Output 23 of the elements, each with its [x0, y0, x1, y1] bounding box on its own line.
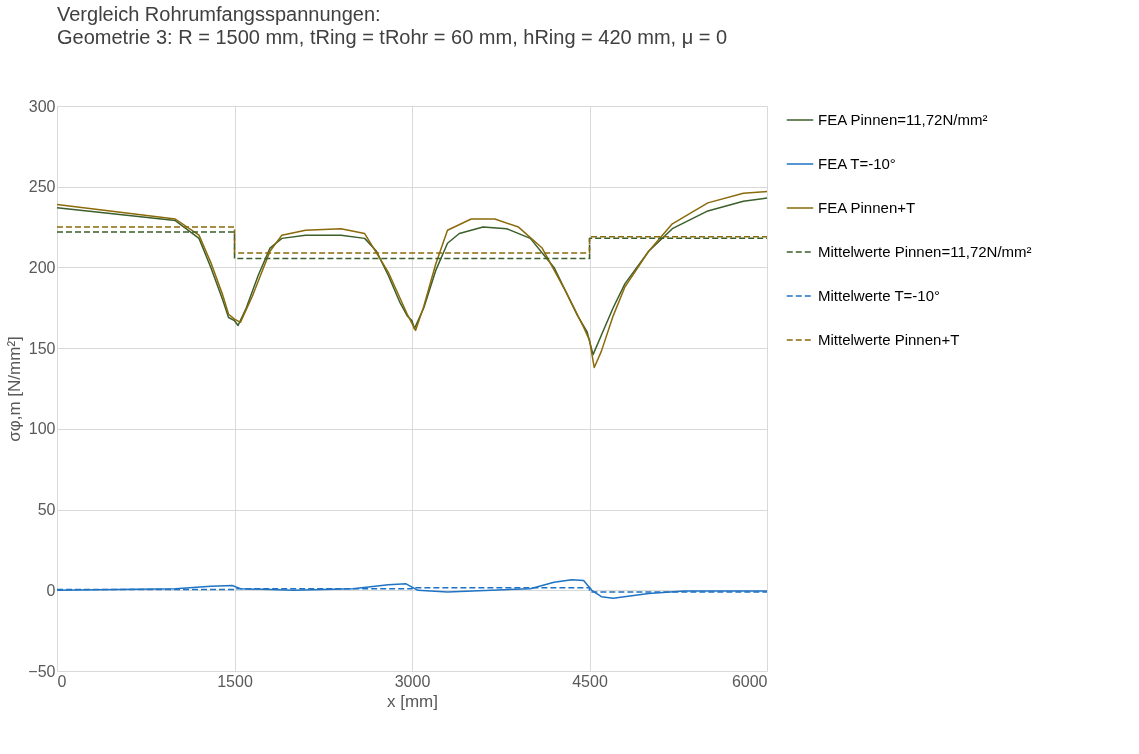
x-axis-title: x [mm]	[387, 691, 438, 711]
y-tick-label: 300	[28, 97, 56, 115]
legend-label: Mittelwerte Pinnen=11,72N/mm²	[818, 243, 1032, 260]
x-tick-label: 0	[57, 672, 67, 690]
legend-label: Mittelwerte Pinnen+T	[818, 331, 960, 348]
y-tick-label: 250	[28, 178, 56, 196]
legend-label: Mittelwerte T=-10°	[818, 287, 941, 304]
legend-label: FEA Pinnen=11,72N/mm²	[818, 111, 988, 128]
x-tick-label: 1500	[217, 672, 253, 690]
y-tick-label: 100	[28, 420, 56, 438]
y-tick-label: 50	[37, 501, 56, 519]
legend-label: FEA T=-10°	[818, 155, 896, 172]
y-tick-label: −50	[28, 662, 56, 680]
chart-title: Vergleich Rohrumfangsspannungen:	[57, 3, 381, 25]
x-tick-label: 3000	[394, 672, 431, 690]
legend-label: FEA Pinnen+T	[818, 199, 916, 216]
y-tick-label: 200	[28, 258, 56, 276]
chart-subtitle: Geometrie 3: R = 1500 mm, tRing = tRohr = 60 mm, hRing = 420 mm, μ = 0	[57, 26, 728, 48]
y-tick-label: 0	[46, 581, 56, 599]
x-tick-label: 6000	[731, 672, 768, 690]
y-tick-label: 150	[28, 339, 56, 357]
y-axis-title: σφ,m [N/mm²]	[5, 336, 25, 442]
x-tick-label: 4500	[572, 672, 608, 690]
